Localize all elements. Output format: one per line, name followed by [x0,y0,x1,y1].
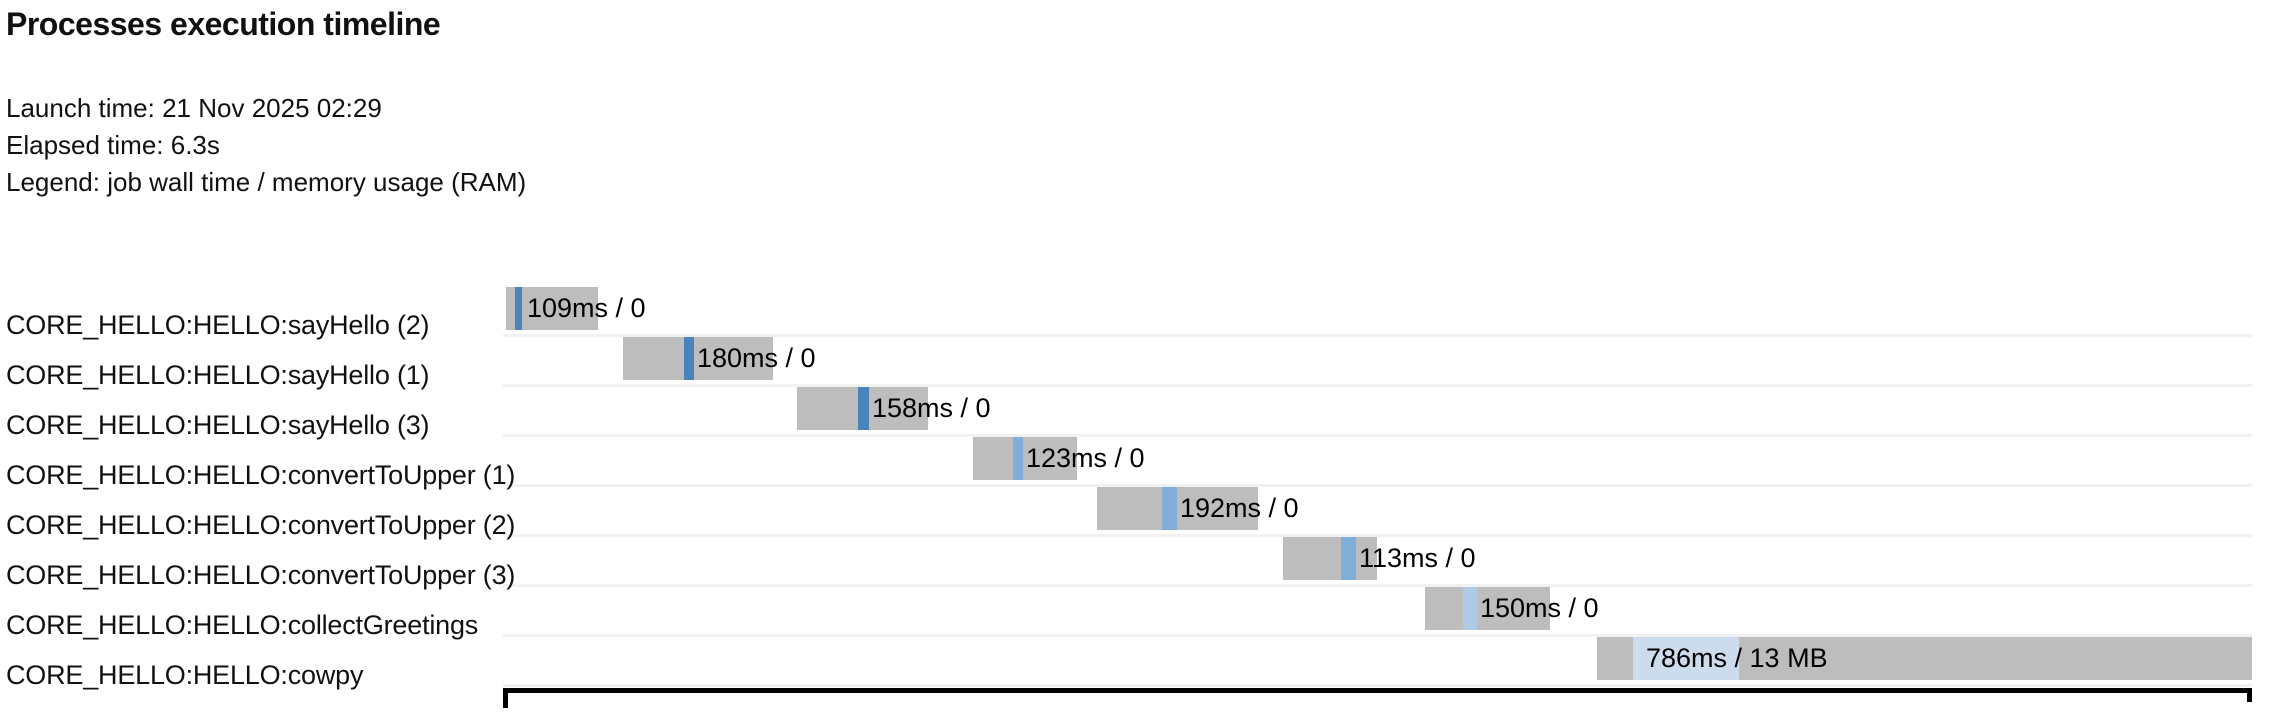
task-run-segment [684,337,694,380]
task-value-label: 150ms / 0 [1480,593,1599,623]
row-separator [503,334,2252,337]
task-label: CORE_HELLO:HELLO:sayHello (1) [6,360,430,390]
task-value-label: 113ms / 0 [1359,543,1476,573]
task-value-label: 109ms / 0 [527,293,646,323]
row-separator [503,434,2252,437]
task-run-segment [515,287,522,330]
legend-line: Legend: job wall time / memory usage (RA… [6,167,527,197]
row-separator [503,684,2252,687]
task-value-label: 786ms / 13 MB [1646,643,1828,673]
task-run-segment [1162,487,1177,530]
axis-tick-left [503,688,508,708]
task-bar[interactable] [623,337,773,380]
task-value-label: 180ms / 0 [697,343,816,373]
task-label: CORE_HELLO:HELLO:sayHello (3) [6,410,430,440]
task-value-label: 123ms / 0 [1026,443,1145,473]
task-bar[interactable] [1425,587,1550,630]
task-run-segment [1341,537,1356,580]
task-bar[interactable] [1097,487,1258,530]
row-separator [503,584,2252,587]
task-label: CORE_HELLO:HELLO:collectGreetings [6,610,479,640]
row-separator [503,634,2252,637]
task-value-label: 192ms / 0 [1180,493,1299,523]
task-run-segment [1633,637,1739,680]
task-run-segment [1463,587,1477,630]
task-label: CORE_HELLO:HELLO:convertToUpper (2) [6,510,516,540]
task-label: CORE_HELLO:HELLO:sayHello (2) [6,310,430,340]
task-value-label: 158ms / 0 [872,393,991,423]
task-label: CORE_HELLO:HELLO:convertToUpper (1) [6,460,516,490]
task-bar[interactable] [973,437,1077,480]
task-bar[interactable] [1283,537,1377,580]
task-label: CORE_HELLO:HELLO:convertToUpper (3) [6,560,516,590]
launch-time-line: Launch time: 21 Nov 2025 02:29 [6,93,382,123]
task-run-segment [858,387,869,430]
axis-tick-right [2247,688,2252,702]
page-title: Processes execution timeline [6,6,441,42]
task-label: CORE_HELLO:HELLO:cowpy [6,660,364,690]
row-separator [503,484,2252,487]
report-meta: Launch time: 21 Nov 2025 02:29 Elapsed t… [6,90,526,201]
row-separator [503,534,2252,537]
task-run-segment [1013,437,1023,480]
axis-line [503,688,2252,693]
elapsed-time-line: Elapsed time: 6.3s [6,130,220,160]
row-separator [503,384,2252,387]
